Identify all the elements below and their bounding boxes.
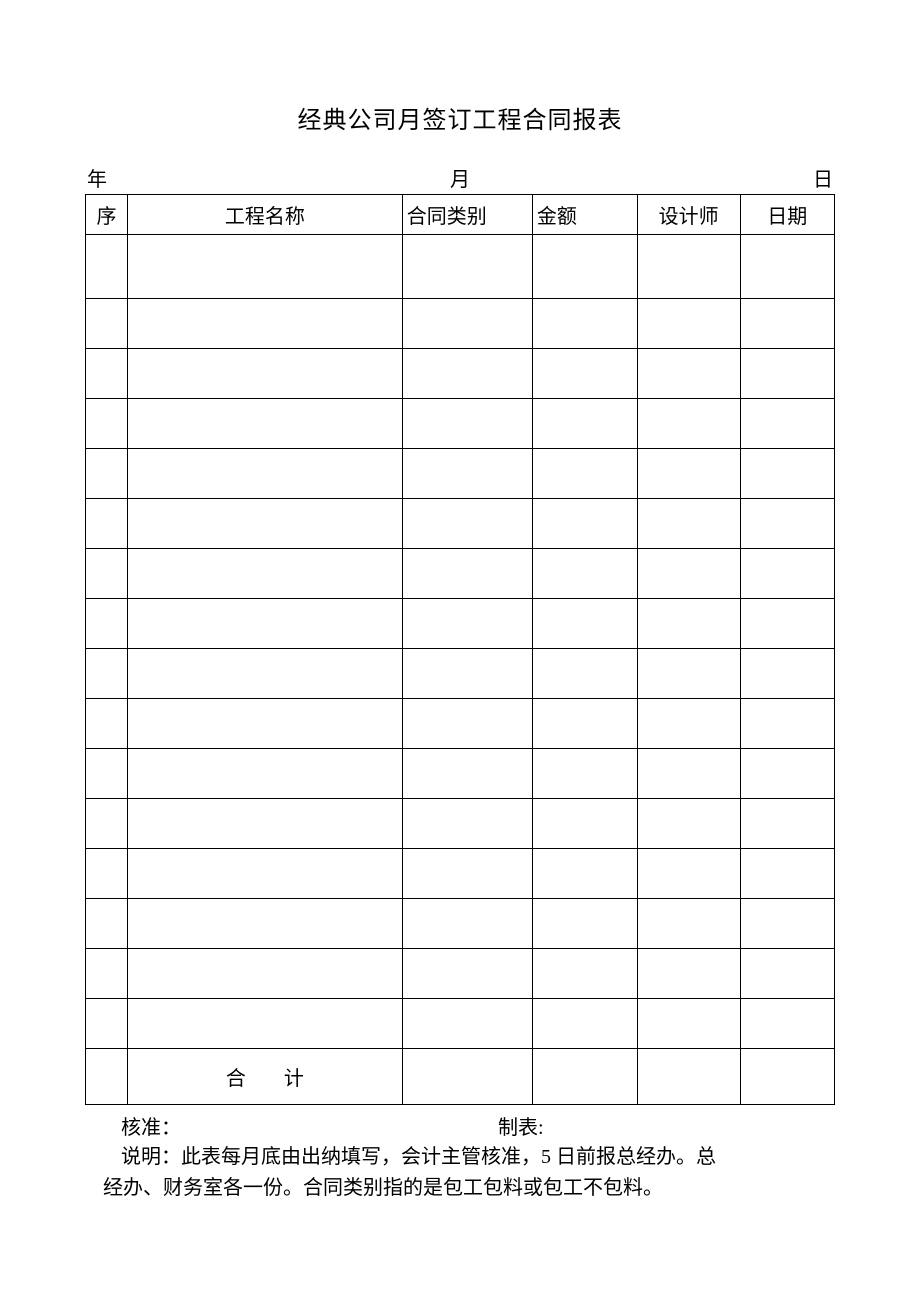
make-label: 制表: [458,1111,835,1140]
day-label: 日 [813,163,833,192]
table-row [86,449,835,499]
table-row [86,849,835,899]
table-row [86,649,835,699]
date-line: 年 月 日 [85,163,835,194]
total-label: 合计 [127,1049,402,1105]
table-row [86,999,835,1049]
year-label: 年 [87,163,107,192]
note-line-2: 经办、财务室各一份。合同类别指的是包工包料或包工不包料。 [85,1173,835,1204]
signature-row: 核准： 制表: [85,1105,835,1140]
table-row [86,349,835,399]
table-body: 合计 [86,235,835,1105]
col-date: 日期 [740,195,834,235]
table-row [86,299,835,349]
table-row [86,749,835,799]
table-row [86,499,835,549]
table-row [86,549,835,599]
col-type: 合同类别 [402,195,532,235]
table-row [86,899,835,949]
table-row [86,799,835,849]
contract-table: 序 工程名称 合同类别 金额 设计师 日期 合计 [85,194,835,1105]
table-row [86,599,835,649]
col-name: 工程名称 [127,195,402,235]
note-line-1: 说明：此表每月底由出纳填写，会计主管核准，5 日前报总经办。总 [85,1142,835,1173]
page-title: 经典公司月签订工程合同报表 [85,100,835,135]
col-designer: 设计师 [637,195,740,235]
table-row [86,699,835,749]
table-row [86,949,835,999]
table-header-row: 序 工程名称 合同类别 金额 设计师 日期 [86,195,835,235]
col-seq: 序 [86,195,128,235]
table-total-row: 合计 [86,1049,835,1105]
month-label: 月 [450,163,470,192]
table-row [86,235,835,299]
col-amount: 金额 [532,195,637,235]
table-row [86,399,835,449]
approve-label: 核准： [85,1111,458,1140]
